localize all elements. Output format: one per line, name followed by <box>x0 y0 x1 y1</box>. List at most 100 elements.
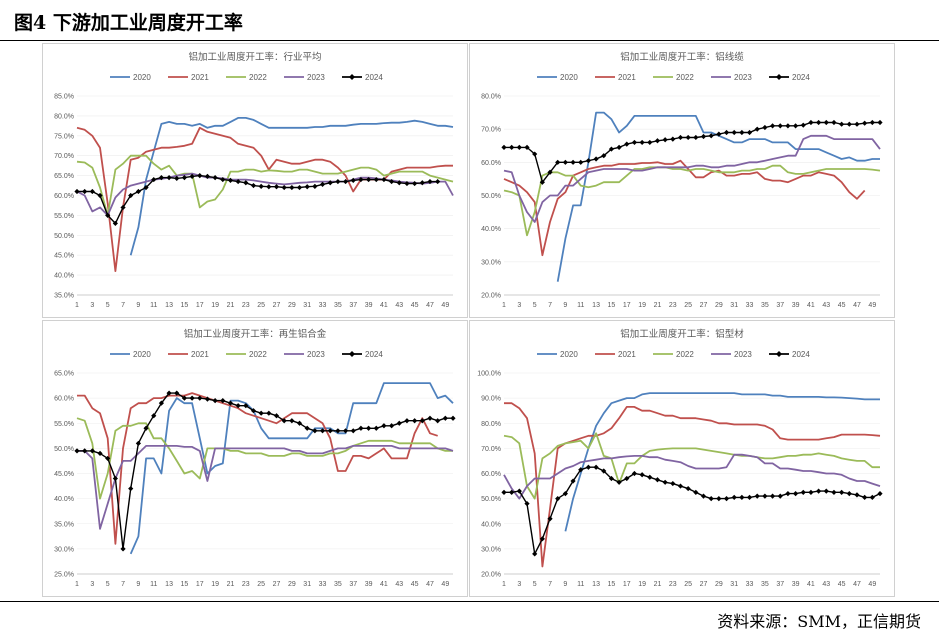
data-point-2024 <box>792 123 799 129</box>
data-point-2024 <box>166 174 172 181</box>
data-point-2024 <box>342 178 349 185</box>
data-point-2024 <box>823 119 829 126</box>
x-tick-label: 23 <box>669 581 677 588</box>
legend-entry: 2023 <box>734 73 752 82</box>
data-point-2024 <box>327 180 333 186</box>
legend-entry: 2023 <box>734 350 752 359</box>
data-point-2024 <box>777 493 783 499</box>
data-point-2024 <box>312 183 318 189</box>
x-tick-label: 5 <box>106 581 110 588</box>
x-tick-label: 11 <box>577 302 584 309</box>
data-point-2024 <box>869 119 875 126</box>
chart-title: 铝加工业周度开工率：再生铝合金 <box>184 328 327 340</box>
x-tick-label: 39 <box>365 581 373 588</box>
series-line-2020 <box>129 117 454 256</box>
chart-title: 铝加工业周度开工率：铝线缆 <box>620 51 744 63</box>
y-tick-label: 70.0% <box>54 153 74 160</box>
data-point-2024 <box>647 139 653 146</box>
y-tick-label: 60.0% <box>481 160 501 167</box>
data-point-2024 <box>739 494 745 500</box>
x-tick-label: 45 <box>838 302 846 309</box>
legend-entry: 2024 <box>365 73 383 82</box>
series-line-2022 <box>76 154 454 217</box>
data-point-2024 <box>227 177 234 183</box>
x-tick-label: 27 <box>700 581 708 588</box>
y-tick-label: 80.0% <box>54 113 74 120</box>
data-point-2024 <box>204 173 211 179</box>
data-point-2024 <box>419 418 425 424</box>
legend-entry: 2020 <box>133 73 151 82</box>
data-point-2024 <box>862 494 868 500</box>
x-tick-label: 15 <box>608 581 616 588</box>
x-tick-label: 25 <box>257 302 265 309</box>
data-point-2024 <box>358 425 364 431</box>
data-point-2024 <box>120 204 126 211</box>
data-point-2024 <box>677 483 684 489</box>
x-tick-label: 49 <box>868 302 876 309</box>
x-tick-label: 17 <box>623 302 631 309</box>
data-point-2024 <box>243 180 249 186</box>
footer-divider <box>0 601 939 602</box>
x-tick-label: 47 <box>853 581 861 588</box>
data-point-2024 <box>105 455 111 462</box>
legend-entry: 2022 <box>249 73 267 82</box>
x-tick-label: 43 <box>822 302 830 309</box>
data-point-2024 <box>593 464 599 470</box>
data-point-2024 <box>555 159 561 165</box>
series-line-2021 <box>503 159 866 257</box>
data-point-2024 <box>120 546 126 552</box>
data-point-2024 <box>831 489 837 495</box>
x-tick-label: 7 <box>548 302 552 309</box>
data-point-2024 <box>516 144 522 151</box>
data-point-2024 <box>877 119 883 126</box>
x-tick-label: 17 <box>196 302 204 309</box>
data-point-2024 <box>435 178 441 185</box>
x-tick-label: 21 <box>227 302 235 309</box>
data-point-2024 <box>296 184 303 191</box>
x-tick-label: 43 <box>395 302 403 309</box>
data-point-2024 <box>412 418 418 424</box>
data-point-2024 <box>816 488 822 494</box>
x-tick-label: 43 <box>822 581 830 588</box>
x-tick-label: 33 <box>319 581 327 588</box>
x-tick-label: 49 <box>441 302 449 309</box>
legend-entry: 2023 <box>307 73 325 82</box>
chart-title: 铝加工业周度开工率：行业平均 <box>188 51 321 63</box>
x-tick-label: 45 <box>411 581 419 588</box>
data-point-2024 <box>404 418 410 424</box>
x-tick-label: 41 <box>807 581 815 588</box>
y-tick-label: 30.0% <box>54 546 74 553</box>
source-note: 资料来源：SMM，正信期货 <box>717 612 921 631</box>
data-point-2024 <box>212 174 218 181</box>
x-tick-label: 31 <box>730 302 738 309</box>
x-tick-label: 3 <box>90 302 94 309</box>
x-tick-label: 43 <box>395 581 403 588</box>
x-tick-label: 23 <box>669 302 677 309</box>
data-point-2024 <box>501 144 507 151</box>
data-point-2024 <box>350 428 356 434</box>
data-point-2024 <box>135 188 141 195</box>
data-point-2024 <box>754 493 760 499</box>
y-tick-label: 35.0% <box>54 293 74 300</box>
x-tick-label: 29 <box>288 581 296 588</box>
data-point-2024 <box>365 176 372 183</box>
y-tick-label: 50.0% <box>54 446 74 453</box>
data-point-2024 <box>762 124 768 131</box>
legend-entry: 2020 <box>560 73 578 82</box>
y-tick-label: 40.0% <box>54 273 74 280</box>
data-point-2024 <box>639 139 645 146</box>
y-tick-label: 30.0% <box>481 546 501 553</box>
data-point-2024 <box>854 121 860 127</box>
data-point-2024 <box>258 410 264 416</box>
x-tick-label: 1 <box>75 302 79 309</box>
series-line-2024 <box>77 174 438 225</box>
x-tick-label: 35 <box>761 302 769 309</box>
x-tick-label: 19 <box>638 302 646 309</box>
chart-svg: 铝加工业周度开工率：铝型材 2020 2021 2022 2023 2024 20.0% 30… <box>477 328 883 588</box>
data-point-2024 <box>220 176 226 183</box>
data-point-2024 <box>685 134 691 141</box>
data-point-2024 <box>808 489 814 495</box>
y-tick-label: 50.0% <box>481 193 501 200</box>
data-point-2024 <box>501 489 507 495</box>
series-line-2022 <box>76 417 453 500</box>
